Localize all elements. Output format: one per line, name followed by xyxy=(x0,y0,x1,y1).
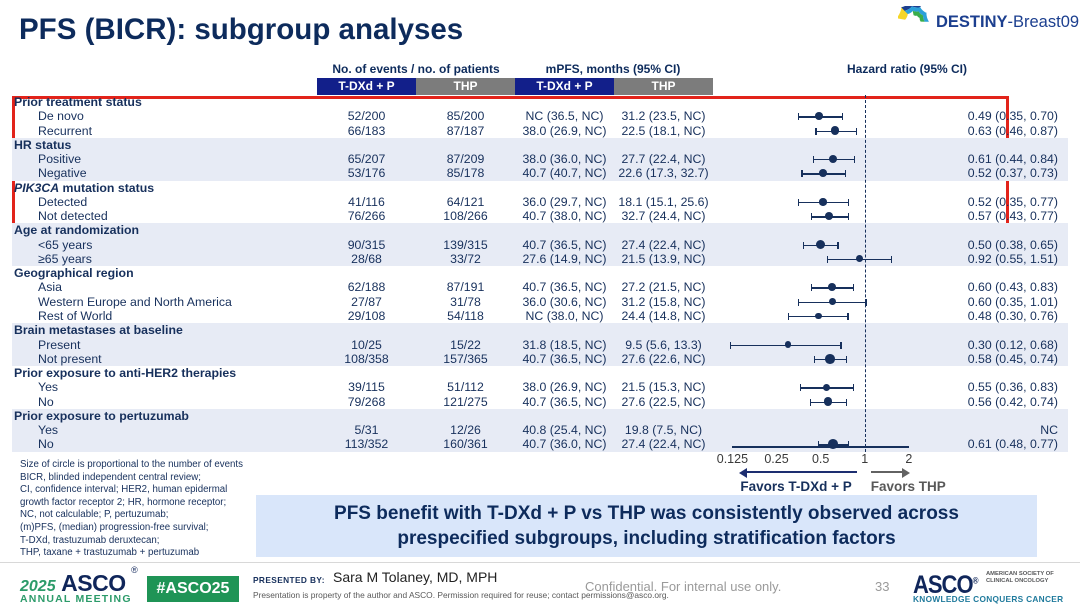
svg-text:DESTINY-Breast09: DESTINY-Breast09 xyxy=(936,13,1079,31)
